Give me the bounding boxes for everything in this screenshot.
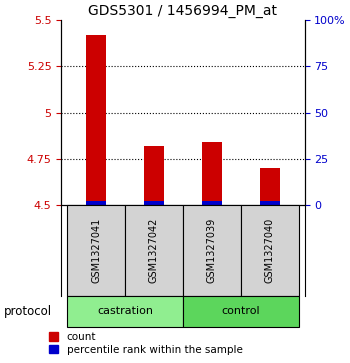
Text: castration: castration — [97, 306, 153, 316]
Bar — [260, 201, 280, 205]
Text: GSM1327041: GSM1327041 — [91, 218, 101, 283]
Bar — [202, 142, 222, 205]
Bar — [241, 205, 299, 296]
Bar — [67, 205, 125, 296]
Bar — [183, 296, 299, 327]
Bar — [202, 201, 222, 205]
Bar — [260, 168, 280, 205]
Legend: count, percentile rank within the sample: count, percentile rank within the sample — [49, 332, 243, 355]
Bar — [144, 146, 164, 205]
Text: GSM1327042: GSM1327042 — [149, 218, 159, 283]
Bar — [144, 201, 164, 205]
Bar — [86, 201, 106, 205]
Text: control: control — [222, 306, 260, 316]
Text: GSM1327039: GSM1327039 — [207, 218, 217, 283]
Text: GSM1327040: GSM1327040 — [265, 218, 275, 283]
Bar — [183, 205, 241, 296]
Bar — [67, 296, 183, 327]
Text: protocol: protocol — [4, 305, 52, 318]
Title: GDS5301 / 1456994_PM_at: GDS5301 / 1456994_PM_at — [89, 4, 277, 17]
Bar — [86, 35, 106, 205]
Bar — [125, 205, 183, 296]
